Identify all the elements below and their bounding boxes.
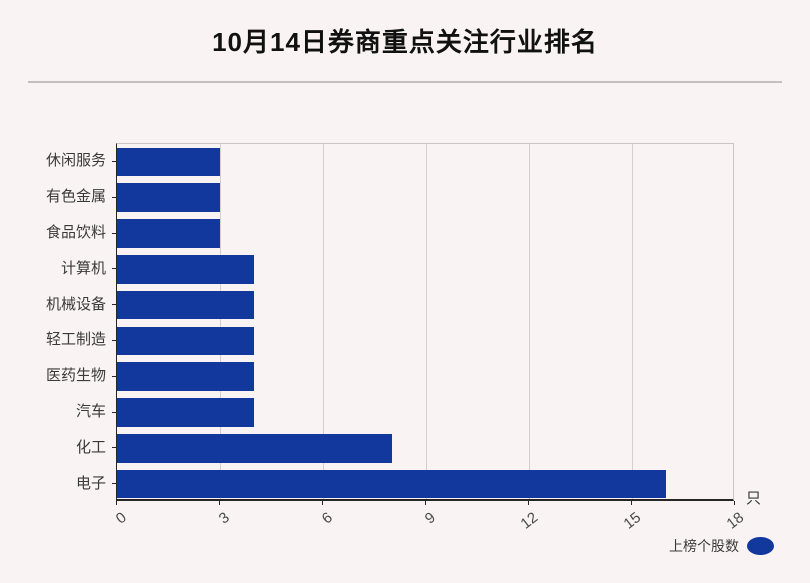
y-tick-mark — [112, 483, 116, 485]
y-label-食品饮料: 食品饮料 — [45, 224, 106, 241]
x-tick-mark-12 — [528, 501, 529, 505]
x-tick-label-15: 15 — [620, 509, 645, 533]
legend-marker-ellipse — [747, 537, 774, 555]
y-label-电子: 电子 — [75, 474, 106, 492]
y-label-汽车: 汽车 — [75, 403, 106, 420]
y-tick-mark — [112, 304, 116, 306]
x-tick-mark-6 — [322, 501, 323, 505]
y-label-休闲服务: 休闲服务 — [45, 152, 106, 170]
x-tick-label-3: 3 — [215, 509, 233, 528]
gridline-x-6 — [323, 144, 324, 499]
y-label-化工: 化工 — [75, 438, 106, 456]
gridline-x-3 — [220, 144, 221, 499]
legend-label: 上榜个股数 — [669, 538, 739, 554]
bar-食品饮料 — [117, 219, 220, 248]
y-tick-mark — [112, 268, 116, 270]
title-divider — [28, 81, 782, 83]
gridline-x-9 — [426, 144, 427, 499]
y-tick-mark — [112, 375, 116, 377]
bar-轻工制造 — [117, 326, 255, 356]
bar-计算机 — [117, 255, 255, 284]
bar-医药生物 — [117, 362, 255, 391]
x-tick-label-12: 12 — [517, 509, 542, 533]
y-label-医药生物: 医药生物 — [45, 367, 106, 385]
y-label-计算机: 计算机 — [60, 259, 106, 277]
x-tick-label-6: 6 — [318, 509, 336, 528]
x-axis-unit-label: 只 — [746, 490, 762, 507]
y-tick-mark — [112, 232, 116, 234]
y-tick-mark — [112, 160, 116, 162]
x-tick-label-18: 18 — [723, 509, 748, 533]
bar-汽车 — [117, 398, 255, 427]
x-tick-mark-0 — [116, 501, 117, 505]
plot-area — [116, 143, 734, 501]
y-tick-mark — [112, 339, 116, 341]
x-tick-mark-18 — [734, 501, 735, 505]
bar-休闲服务 — [117, 147, 220, 177]
legend: 上榜个股数 — [669, 536, 774, 556]
y-tick-mark — [112, 447, 116, 449]
bar-电子 — [117, 469, 667, 499]
y-label-轻工制造: 轻工制造 — [45, 331, 106, 349]
y-label-有色金属: 有色金属 — [45, 188, 106, 206]
gridline-x-12 — [529, 144, 530, 499]
y-tick-mark — [112, 196, 116, 198]
y-tick-mark — [112, 411, 116, 413]
y-label-机械设备: 机械设备 — [45, 295, 106, 313]
bar-机械设备 — [117, 290, 255, 320]
x-tick-mark-15 — [631, 501, 632, 505]
x-tick-mark-3 — [219, 501, 220, 505]
bar-化工 — [117, 434, 392, 463]
x-tick-label-0: 0 — [112, 509, 130, 528]
chart-title: 10月14日券商重点关注行业排名 — [212, 27, 598, 57]
x-tick-mark-9 — [425, 501, 426, 505]
gridline-x-15 — [632, 144, 633, 499]
x-tick-label-9: 9 — [421, 509, 439, 528]
bar-有色金属 — [117, 183, 220, 212]
